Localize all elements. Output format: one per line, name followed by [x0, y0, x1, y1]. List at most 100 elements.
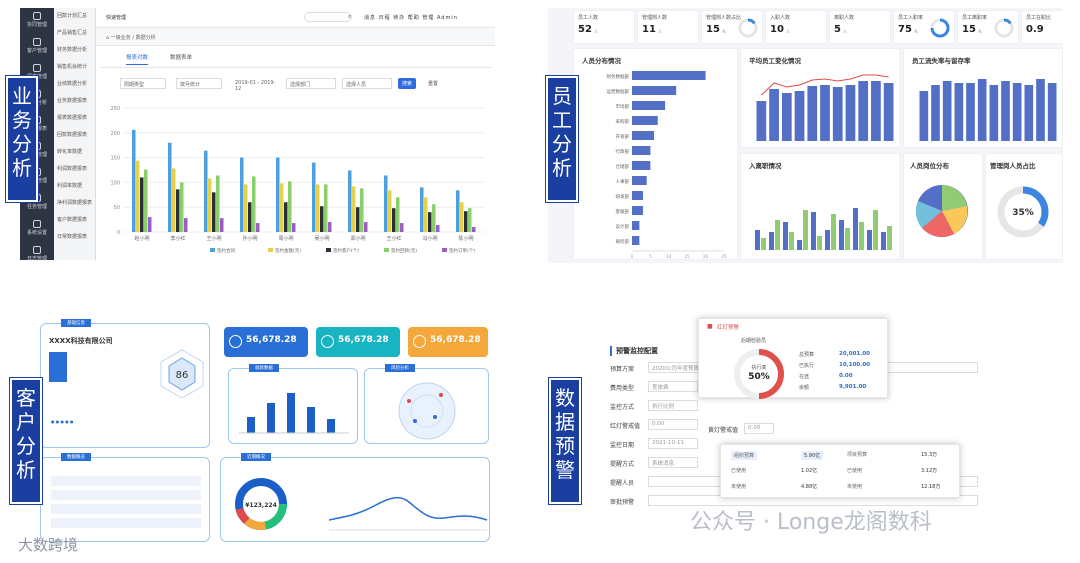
search-icon[interactable]: ⌕ [348, 13, 352, 20]
donut-value: ¥123,224 [245, 502, 277, 509]
stat-mode-select[interactable]: 按月统计 [176, 78, 222, 89]
form-field[interactable]: 差旅费 [648, 381, 698, 392]
submenu-item[interactable]: 财务数据分析 [57, 47, 88, 53]
y-tick-label: 100 [110, 180, 120, 186]
x-tick-label: 冯小明 [422, 235, 437, 242]
submenu-item[interactable]: 转化率数据 [57, 149, 83, 155]
popup-subtitle: 后期检验员 [741, 338, 767, 344]
sidebar-item[interactable]: 系统设置 [20, 220, 54, 242]
y-tick-label: 质检部 [616, 238, 630, 245]
y-tick-label: 采购部 [616, 118, 630, 125]
submenu-item[interactable]: 业务数据报表 [57, 98, 88, 104]
reset-button[interactable]: 重置 [428, 81, 439, 87]
submenu-item[interactable]: 报表数据报表 [57, 115, 88, 121]
submenu-item[interactable]: 利润数据报表 [57, 166, 88, 172]
label-business: 业务分析 [6, 76, 38, 202]
submenu-item[interactable]: 净利润数据报表 [57, 200, 93, 206]
yellow-label: 黄灯警戒值 [708, 427, 739, 434]
y-tick-label: 人事部 [616, 178, 630, 185]
customer-analysis-screenshot: 基础信息 XXXX科技有限公司 86 ● ● ● ● ● 56,678.28 5… [10, 305, 490, 545]
kpi-card: 员工离职率 15% [957, 10, 1019, 44]
table-cell: 已使用 [731, 468, 747, 474]
date-range[interactable]: 2019-01 - 2019-12 [232, 78, 282, 92]
submenu-item[interactable]: 利润率数据 [57, 183, 83, 189]
submenu-item[interactable]: 销售机会统计 [57, 64, 88, 70]
form-label: 提醒方式 [610, 461, 635, 468]
bar [783, 222, 788, 250]
form-label: 监控方式 [610, 404, 635, 411]
bar [632, 71, 706, 80]
bar [1012, 83, 1022, 141]
panel-header: 近期概况 [241, 453, 271, 461]
panel-title: 入离职情况 [749, 162, 782, 170]
sidebar-item-label: 客户管理 [26, 48, 47, 54]
search-input[interactable] [304, 12, 352, 22]
popup-title: 红灯预警 [717, 325, 740, 331]
tab-report[interactable]: 报表对数 [126, 53, 149, 65]
x-tick-label: 0 [631, 254, 634, 259]
x-tick-label: 15 [685, 254, 691, 259]
yellow-input[interactable]: 0.00 [744, 423, 774, 434]
topbar-items[interactable]: 消息 日程 待办 帮助 管理 Admin [364, 15, 458, 21]
form-field[interactable]: 系统消息 [648, 457, 698, 468]
kpi-value: 10 [770, 24, 784, 35]
search-button[interactable]: 搜索 [398, 78, 417, 89]
form-field[interactable]: 0.00 [648, 419, 698, 430]
y-tick-label: 0 [117, 230, 120, 236]
budget-row-value: 9,901.00 [839, 384, 867, 390]
form-label: 预算方案 [610, 366, 635, 373]
table-cell: 未使用 [731, 484, 747, 490]
x-tick-label: 吴小明 [314, 235, 329, 242]
label-customer: 客户分析 [10, 378, 42, 504]
panel-header: 风险分析 [385, 364, 415, 372]
table-cell: 组织预算 [731, 451, 758, 460]
submenu-item[interactable]: 客户数据报表 [57, 217, 88, 223]
bar [348, 170, 352, 232]
form-field[interactable]: 2021-10-11 [648, 438, 698, 449]
staff-distribution-chart: 财务数据部运营数据部市场部采购部开发部行政部仓储部人事部研发部客服部设计部质检部… [607, 71, 727, 259]
sidebar-item[interactable]: 日志管理 [20, 246, 54, 268]
kpi-value: 0.9 [1026, 24, 1044, 35]
bar [871, 81, 881, 141]
x-tick-label: 王小明 [206, 235, 221, 242]
bar [428, 212, 432, 232]
submenu-item[interactable]: 回款计划汇总 [57, 13, 88, 19]
bar [148, 217, 152, 232]
alert-icon: ■ [707, 323, 713, 330]
stat-card-1: 56,678.28 [224, 327, 308, 357]
y-tick-label: 开发部 [616, 133, 630, 140]
submenu: 回款计划汇总 产品销售汇总 财务数据分析 销售机会统计 业绩数据分析 业务数据报表 报表数据… [54, 8, 96, 260]
submenu-item[interactable]: 日常数据报表 [57, 234, 88, 240]
form-header: 预警监控配置 [610, 346, 658, 356]
submenu-item[interactable]: 业绩数据分析 [57, 81, 88, 87]
gauge-label: 执行率 [751, 364, 766, 371]
menu-icon [33, 12, 41, 20]
panel-title: 平均员工变化情况 [749, 57, 801, 65]
bar [356, 207, 360, 232]
submenu-item[interactable]: 产品销售汇总 [57, 30, 88, 36]
tab-data[interactable]: 数据表单 [170, 55, 193, 61]
menu-icon [33, 38, 41, 46]
stat-card-3: 56,678.28 [408, 327, 488, 357]
form-field[interactable]: 执行比例 [648, 400, 698, 411]
stat-value: 56,678.28 [246, 335, 297, 345]
kpi-value: 52 [578, 24, 592, 35]
sidebar-item[interactable]: 协同管理 [20, 12, 54, 34]
app-title: 快速管理 [106, 15, 127, 21]
bar [256, 223, 260, 232]
home-icon[interactable]: ⌂ [106, 35, 111, 41]
turnover-chart [919, 79, 1057, 141]
filter-bar: 周期类型 按月统计 2019-01 - 2019-12 选择部门 选择人员 搜索… [100, 76, 492, 92]
menu-icon [33, 220, 41, 228]
submenu-item[interactable]: 回款数据报表 [57, 132, 88, 138]
budget-row-label: 已执行 [799, 363, 815, 369]
bar [168, 142, 172, 232]
person-select[interactable]: 选择人员 [342, 78, 392, 89]
bar [212, 192, 216, 232]
legend-label: 签约客户(个) [333, 247, 359, 254]
dept-select[interactable]: 选择部门 [286, 78, 336, 89]
table-cell: 已使用 [847, 468, 863, 474]
period-type-select[interactable]: 周期类型 [120, 78, 166, 89]
kpi-unit: % [978, 29, 982, 34]
sidebar-item[interactable]: 客户管理 [20, 38, 54, 60]
